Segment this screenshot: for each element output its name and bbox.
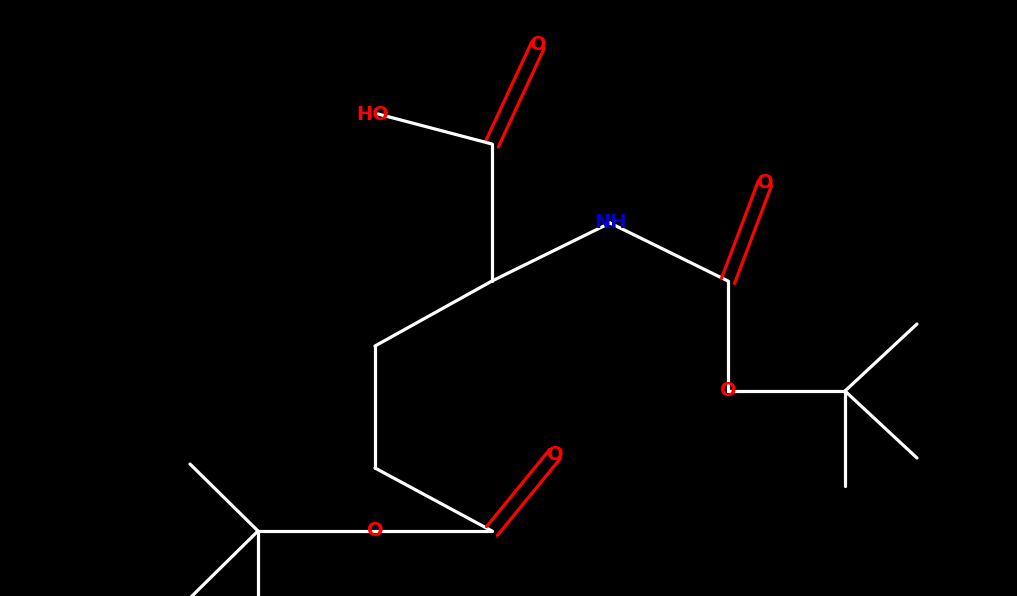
Text: O: O (757, 173, 773, 193)
Text: O: O (547, 445, 563, 464)
Text: NH: NH (594, 213, 626, 232)
Text: O: O (720, 381, 736, 401)
Text: HO: HO (357, 104, 390, 123)
Text: O: O (367, 522, 383, 541)
Text: O: O (530, 36, 546, 54)
